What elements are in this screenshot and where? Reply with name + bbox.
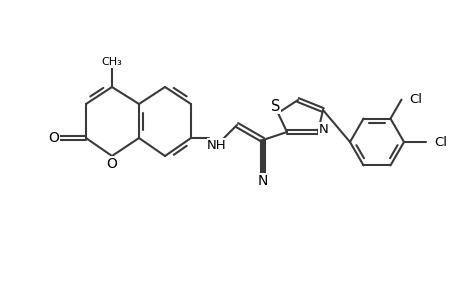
Text: Cl: Cl xyxy=(433,136,446,148)
Text: O: O xyxy=(106,157,117,171)
Text: CH₃: CH₃ xyxy=(101,57,122,67)
Text: S: S xyxy=(271,98,280,113)
Text: NH: NH xyxy=(207,139,226,152)
Text: Cl: Cl xyxy=(409,93,421,106)
Text: N: N xyxy=(257,174,268,188)
Text: O: O xyxy=(49,131,59,145)
Text: N: N xyxy=(319,122,328,136)
